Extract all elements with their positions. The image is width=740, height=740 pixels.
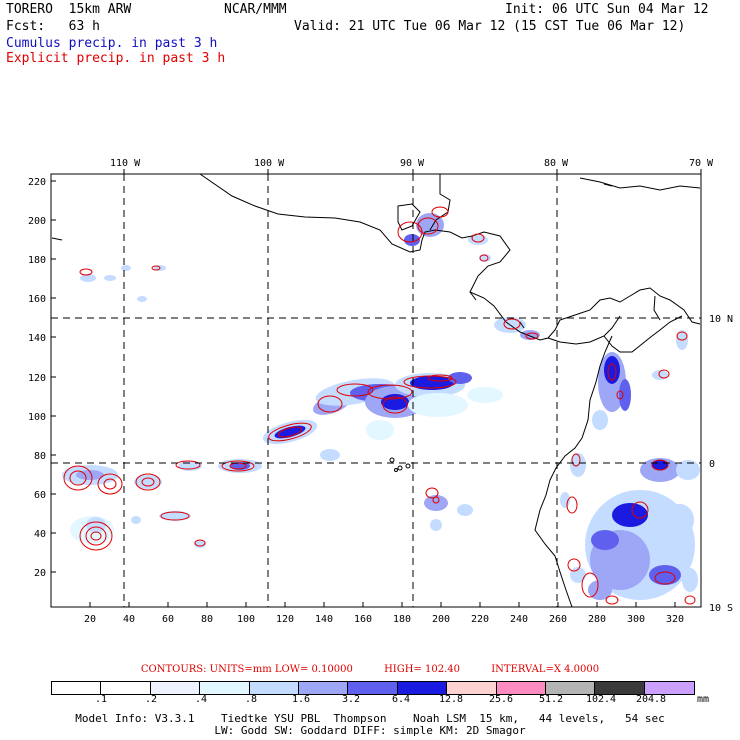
lon-label-80w: 80 W (544, 158, 569, 169)
lon-label-100w: 100 W (254, 158, 285, 169)
x-tick-20: 20 (84, 614, 96, 625)
colorbar-cell-11 (545, 682, 596, 694)
x-tick-60: 60 (162, 614, 174, 625)
x-tick-180: 180 (393, 614, 411, 625)
lon-label-70w: 70 W (689, 158, 714, 169)
colorbar-label: .1 (94, 694, 108, 705)
explicit-label: Explicit precip. in past 3 h (6, 51, 226, 66)
colorbar-cell-3 (150, 682, 201, 694)
contour-units-low: CONTOURS: UNITS=mm LOW= 0.10000 (140, 664, 353, 675)
colorbar-cell-1 (52, 682, 102, 694)
colorbar-label: .4 (194, 694, 208, 705)
colorbar-label: 3.2 (341, 694, 361, 705)
colorbar-label: 51.2 (538, 694, 564, 705)
x-tick-260: 260 (549, 614, 567, 625)
colorbar-cell-2 (101, 682, 151, 694)
colorbar-cell-10 (496, 682, 546, 694)
colorbar-cell-9 (447, 682, 497, 694)
colorbar-label: 204.8 (635, 694, 667, 705)
coastlines (51, 173, 701, 608)
colorbar-label: .2 (144, 694, 158, 705)
colorbar-cell-7 (348, 682, 398, 694)
top-ticks (123, 169, 702, 174)
colorbar-cell-6 (298, 682, 349, 694)
x-tick-140: 140 (315, 614, 333, 625)
colorbar-unit: mm (697, 694, 710, 705)
y-tick-120: 120 (28, 373, 46, 384)
init-time: Init: 06 UTC Sun 04 Mar 12 (505, 2, 709, 17)
y-tick-160: 160 (28, 294, 46, 305)
colorbar-cell-5 (249, 682, 299, 694)
x-tick-160: 160 (354, 614, 372, 625)
y-tick-100: 100 (28, 412, 46, 423)
model-info-line-2: LW: Godd SW: Goddard DIFF: simple KM: 2D… (214, 724, 526, 737)
x-tick-80: 80 (201, 614, 213, 625)
y-tick-40: 40 (34, 529, 46, 540)
colorbar-label: 25.6 (488, 694, 514, 705)
galapagos-islands (389, 457, 411, 472)
model-info-line-1: Model Info: V3.3.1 Tiedtke YSU PBL Thomp… (75, 712, 665, 725)
x-tick-220: 220 (471, 614, 489, 625)
y-tick-220: 220 (28, 177, 46, 188)
x-tick-120: 120 (276, 614, 294, 625)
y-tick-140: 140 (28, 333, 46, 344)
contour-high: HIGH= 102.40 (384, 664, 461, 675)
x-tick-240: 240 (510, 614, 528, 625)
precip-map: 110 W 100 W 90 W 80 W 70 W 10 N 0 10 S (28, 158, 733, 625)
forecast-hour: Fcst: 63 h (6, 19, 100, 34)
x-tick-320: 320 (666, 614, 684, 625)
lat-label-10s: 10 S (709, 603, 733, 614)
model-name: TORERO 15km ARW (6, 2, 132, 17)
cumulus-label: Cumulus precip. in past 3 h (6, 36, 218, 51)
x-tick-40: 40 (123, 614, 135, 625)
contour-info: CONTOURS: UNITS=mm LOW= 0.10000 HIGH= 10… (0, 664, 740, 675)
y-tick-60: 60 (34, 490, 46, 501)
x-axis (89, 602, 676, 607)
lon-label-110w: 110 W (110, 158, 141, 169)
colorbar-labels: .1 .2 .4 .8 1.6 3.2 6.4 12.8 25.6 51.2 1… (51, 694, 701, 706)
colorbar-cell-12 (595, 682, 645, 694)
valid-time: Valid: 21 UTC Tue 06 Mar 12 (15 CST Tue … (294, 19, 686, 34)
lon-label-90w: 90 W (400, 158, 425, 169)
explicit-precip-contours (63, 206, 696, 605)
y-tick-200: 200 (28, 216, 46, 227)
x-tick-200: 200 (432, 614, 450, 625)
colorbar (51, 681, 696, 695)
colorbar-label: 12.8 (438, 694, 464, 705)
colorbar-label: .8 (244, 694, 258, 705)
colorbar-cell-4 (200, 682, 250, 694)
y-tick-20: 20 (34, 568, 46, 579)
y-axis (51, 180, 56, 573)
y-tick-80: 80 (34, 451, 46, 462)
lat-label-0: 0 (709, 459, 715, 470)
contour-interval: INTERVAL=X 4.0000 (491, 664, 600, 675)
colorbar-cell-8 (397, 682, 448, 694)
colorbar-label: 102.4 (585, 694, 617, 705)
colorbar-label: 1.6 (291, 694, 311, 705)
lat-label-10n: 10 N (709, 314, 733, 325)
center-name: NCAR/MMM (224, 2, 287, 17)
colorbar-cell-13 (644, 682, 695, 694)
graticule (51, 174, 701, 607)
x-tick-280: 280 (588, 614, 606, 625)
y-tick-180: 180 (28, 255, 46, 266)
x-tick-100: 100 (237, 614, 255, 625)
colorbar-label: 6.4 (391, 694, 411, 705)
x-tick-300: 300 (627, 614, 645, 625)
